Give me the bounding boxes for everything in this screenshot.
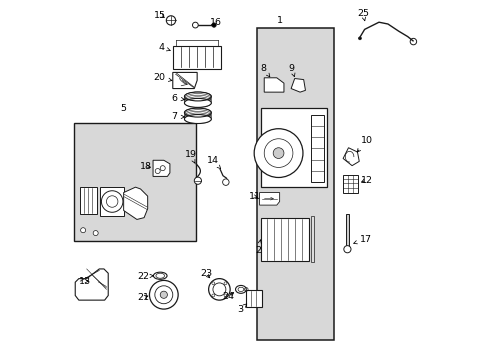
Circle shape: [166, 16, 175, 25]
Text: 21: 21: [137, 293, 149, 302]
Circle shape: [160, 291, 167, 298]
Circle shape: [208, 279, 230, 300]
Bar: [257, 28, 333, 339]
Text: 18: 18: [140, 162, 152, 171]
Text: 1: 1: [277, 16, 283, 25]
Circle shape: [93, 230, 98, 235]
Text: 14: 14: [207, 157, 220, 168]
Text: 16: 16: [209, 18, 222, 27]
Text: 13: 13: [79, 276, 91, 285]
Text: 15: 15: [154, 10, 166, 19]
Bar: [260, 218, 308, 261]
Text: 8: 8: [260, 64, 269, 77]
Polygon shape: [259, 193, 279, 205]
Text: 9: 9: [288, 64, 294, 77]
Polygon shape: [123, 187, 147, 220]
Text: 5: 5: [120, 104, 126, 113]
Text: 17: 17: [353, 235, 371, 244]
Bar: [172, 45, 221, 69]
Circle shape: [222, 179, 228, 185]
Text: 12: 12: [360, 176, 372, 185]
Text: 23: 23: [200, 269, 212, 278]
Circle shape: [254, 129, 303, 177]
Text: 2: 2: [255, 240, 261, 255]
Bar: [310, 116, 324, 182]
Text: 20: 20: [153, 73, 172, 82]
Polygon shape: [75, 269, 108, 300]
Text: 4: 4: [158, 43, 170, 52]
Text: 3: 3: [237, 304, 246, 314]
Circle shape: [149, 280, 178, 309]
Bar: [80, 187, 97, 214]
Text: 6: 6: [171, 94, 184, 103]
Polygon shape: [290, 78, 305, 92]
Polygon shape: [343, 148, 359, 166]
Text: 22: 22: [137, 271, 153, 280]
Text: 11: 11: [249, 192, 261, 201]
Circle shape: [358, 37, 361, 40]
Bar: [310, 216, 314, 262]
Text: 24: 24: [222, 292, 234, 301]
Text: 7: 7: [171, 112, 184, 121]
Polygon shape: [264, 78, 284, 92]
Polygon shape: [172, 72, 197, 89]
Circle shape: [194, 177, 201, 184]
Bar: [260, 108, 326, 187]
Text: 10: 10: [357, 136, 372, 152]
Bar: [343, 175, 357, 193]
Circle shape: [273, 148, 284, 158]
Circle shape: [101, 191, 122, 212]
Bar: [265, 80, 274, 90]
Text: 19: 19: [184, 150, 196, 163]
Circle shape: [409, 39, 416, 45]
Ellipse shape: [235, 285, 246, 293]
Ellipse shape: [184, 114, 211, 123]
Polygon shape: [153, 160, 169, 176]
Circle shape: [211, 23, 216, 27]
Bar: [345, 214, 348, 248]
Bar: [74, 123, 196, 241]
Ellipse shape: [153, 272, 167, 279]
Circle shape: [343, 246, 350, 253]
Bar: [100, 187, 123, 216]
Circle shape: [192, 22, 198, 28]
Circle shape: [81, 228, 85, 233]
Text: 25: 25: [356, 9, 368, 21]
Bar: [245, 290, 261, 307]
Ellipse shape: [184, 98, 211, 107]
